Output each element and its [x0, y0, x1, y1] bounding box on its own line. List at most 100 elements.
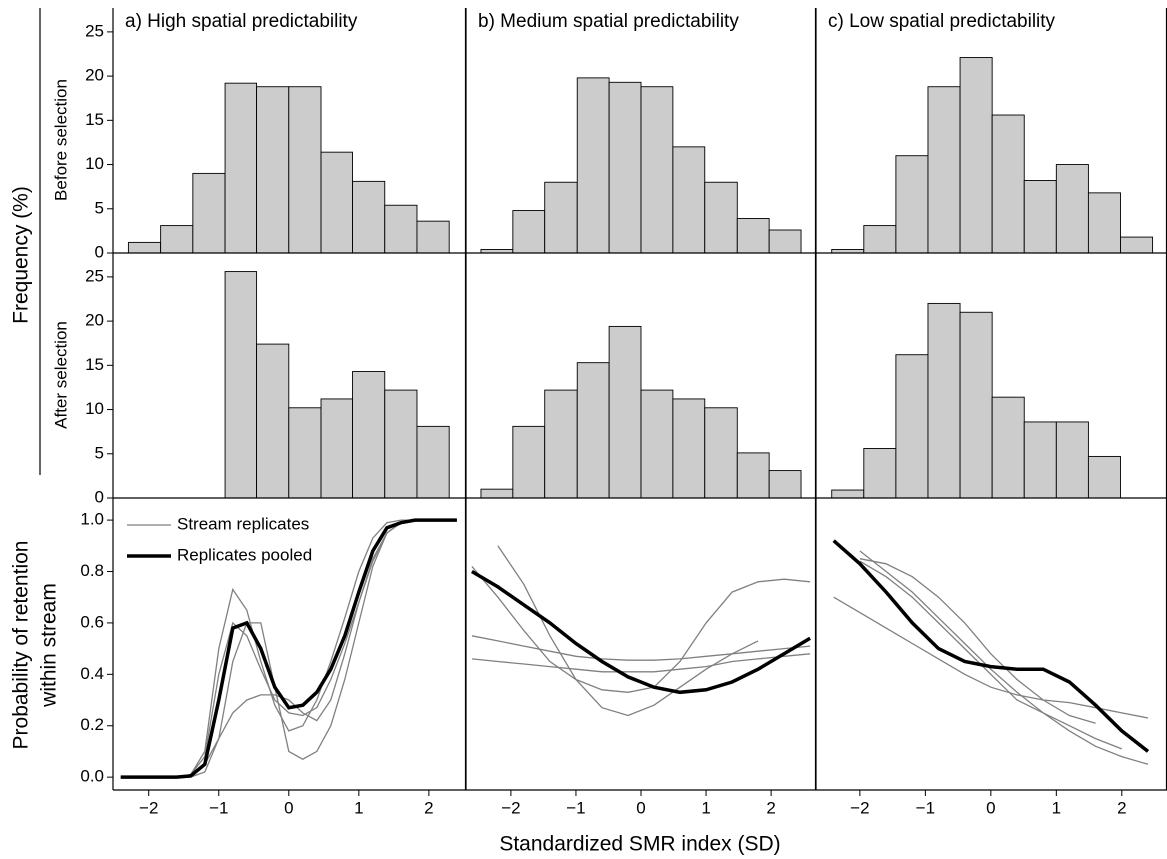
replicate-line [833, 596, 1149, 719]
y-tick-label: 1.0 [80, 510, 104, 529]
bar [736, 218, 770, 254]
bar [544, 389, 578, 499]
y-tick-label: 0.0 [80, 767, 104, 786]
x-tick-label: −2 [139, 798, 158, 817]
pooled-line [832, 539, 1150, 753]
pooled-line [120, 518, 457, 779]
bar [352, 371, 386, 499]
x-tick-label: 1 [354, 798, 363, 817]
replicate-line [859, 558, 1096, 724]
y-tick-label: 0 [95, 242, 104, 261]
y-axis-label: Probability of retention [10, 541, 33, 750]
row-label: After selection [51, 321, 70, 429]
bar [704, 181, 738, 254]
replicate-line [471, 565, 811, 693]
y-tick-label: 0.6 [80, 612, 104, 631]
bar [704, 407, 738, 499]
x-tick-label: 1 [1052, 798, 1061, 817]
bar [895, 155, 929, 254]
bar [736, 452, 770, 499]
replicate-line [471, 635, 811, 661]
bar [127, 241, 162, 254]
x-tick-label: 2 [424, 798, 433, 817]
bar [959, 311, 993, 499]
legend-label: Replicates pooled [177, 545, 312, 564]
bar [256, 343, 290, 499]
x-tick-label: 0 [284, 798, 293, 817]
replicate-line [120, 519, 457, 778]
bar [1023, 421, 1057, 499]
bar [384, 204, 418, 254]
y-tick-label: 10 [85, 154, 104, 173]
bar [863, 225, 897, 254]
bar [831, 489, 865, 499]
x-tick-label: −2 [850, 798, 869, 817]
bar [1055, 164, 1089, 254]
x-tick-label: −1 [209, 798, 228, 817]
panel-title: b) Medium spatial predictability [478, 11, 739, 32]
x-tick-label: 0 [986, 798, 995, 817]
bar [863, 448, 897, 499]
x-tick-label: 2 [1117, 798, 1126, 817]
bar [672, 146, 706, 254]
bar [160, 225, 194, 254]
panel-title: a) High spatial predictability [125, 11, 358, 32]
bar [1087, 192, 1121, 254]
replicate-line [120, 519, 457, 778]
y-tick-label: 0.2 [80, 715, 104, 734]
bar [672, 398, 706, 499]
bar [1023, 180, 1057, 254]
bar [224, 271, 258, 499]
row-label: Before selection [51, 79, 70, 201]
bar [512, 210, 546, 254]
y-tick-label: 15 [85, 355, 104, 374]
bar [640, 86, 674, 254]
bar [1120, 236, 1154, 254]
bar [608, 325, 642, 499]
y-tick-label: 20 [85, 66, 104, 85]
bar [768, 470, 802, 499]
x-tick-label: −1 [916, 798, 935, 817]
bar [192, 172, 226, 254]
x-tick-label: 0 [636, 798, 645, 817]
bar [288, 86, 322, 254]
y-tick-label: 15 [85, 110, 104, 129]
bar [352, 180, 386, 254]
replicate-line [497, 545, 759, 717]
bar [768, 229, 802, 254]
y-tick-label: 25 [85, 21, 104, 40]
panel-title: c) Low spatial predictability [828, 11, 1056, 32]
y-tick-label: 0 [95, 487, 104, 506]
x-tick-label: 1 [701, 798, 710, 817]
y-axis-label: Frequency (%) [10, 186, 33, 324]
y-tick-label: 25 [85, 266, 104, 285]
y-tick-label: 10 [85, 399, 104, 418]
y-axis-label: within stream [38, 583, 61, 708]
bar [640, 389, 674, 499]
bar [608, 81, 642, 254]
replicate-line [859, 560, 1123, 750]
replicate-line [859, 550, 1149, 765]
bar [576, 362, 610, 499]
bar [512, 425, 546, 499]
bar [384, 389, 418, 499]
bar [1055, 421, 1089, 499]
x-tick-label: −2 [501, 798, 520, 817]
y-tick-label: 20 [85, 311, 104, 330]
bar [416, 220, 450, 254]
bar [895, 354, 929, 499]
bar [320, 398, 353, 499]
x-tick-label: −1 [566, 798, 585, 817]
bar [288, 407, 322, 499]
x-tick-label: 2 [766, 798, 775, 817]
legend-label: Stream replicates [177, 514, 309, 533]
bar [927, 86, 961, 254]
x-axis-label: Standardized SMR index (SD) [499, 833, 780, 856]
bar [224, 82, 258, 254]
y-tick-label: 0.4 [80, 664, 104, 683]
y-tick-label: 0.8 [80, 561, 104, 580]
y-tick-label: 5 [95, 198, 104, 217]
bar [991, 396, 1025, 499]
bar [1087, 455, 1121, 499]
